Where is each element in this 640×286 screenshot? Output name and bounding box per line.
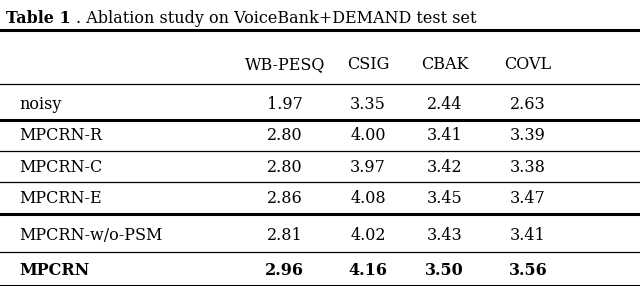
- Text: 3.38: 3.38: [510, 159, 546, 176]
- Text: 4.16: 4.16: [349, 262, 387, 279]
- Text: 3.50: 3.50: [426, 262, 464, 279]
- Text: WB-PESQ: WB-PESQ: [244, 56, 325, 73]
- Text: noisy: noisy: [19, 96, 61, 113]
- Text: 3.35: 3.35: [350, 96, 386, 113]
- Text: 1.97: 1.97: [267, 96, 303, 113]
- Text: Table 1: Table 1: [6, 10, 71, 27]
- Text: MPCRN-R: MPCRN-R: [19, 127, 102, 144]
- Text: 4.02: 4.02: [350, 227, 386, 245]
- Text: 3.39: 3.39: [510, 127, 546, 144]
- Text: 3.45: 3.45: [427, 190, 463, 207]
- Text: 2.44: 2.44: [427, 96, 463, 113]
- Text: 3.47: 3.47: [510, 190, 546, 207]
- Text: CBAK: CBAK: [421, 56, 468, 73]
- Text: 4.08: 4.08: [350, 190, 386, 207]
- Text: 3.56: 3.56: [509, 262, 547, 279]
- Text: 2.63: 2.63: [510, 96, 546, 113]
- Text: 4.00: 4.00: [350, 127, 386, 144]
- Text: 3.42: 3.42: [427, 159, 463, 176]
- Text: 2.96: 2.96: [266, 262, 304, 279]
- Text: CSIG: CSIG: [347, 56, 389, 73]
- Text: MPCRN-E: MPCRN-E: [19, 190, 102, 207]
- Text: 2.80: 2.80: [267, 159, 303, 176]
- Text: 3.41: 3.41: [427, 127, 463, 144]
- Text: MPCRN-w/o-PSM: MPCRN-w/o-PSM: [19, 227, 163, 245]
- Text: . Ablation study on VoiceBank+DEMAND test set: . Ablation study on VoiceBank+DEMAND tes…: [76, 10, 476, 27]
- Text: 3.43: 3.43: [427, 227, 463, 245]
- Text: 3.97: 3.97: [350, 159, 386, 176]
- Text: MPCRN-C: MPCRN-C: [19, 159, 102, 176]
- Text: 2.86: 2.86: [267, 190, 303, 207]
- Text: COVL: COVL: [504, 56, 552, 73]
- Text: MPCRN: MPCRN: [19, 262, 90, 279]
- Text: 2.81: 2.81: [267, 227, 303, 245]
- Text: 3.41: 3.41: [510, 227, 546, 245]
- Text: 2.80: 2.80: [267, 127, 303, 144]
